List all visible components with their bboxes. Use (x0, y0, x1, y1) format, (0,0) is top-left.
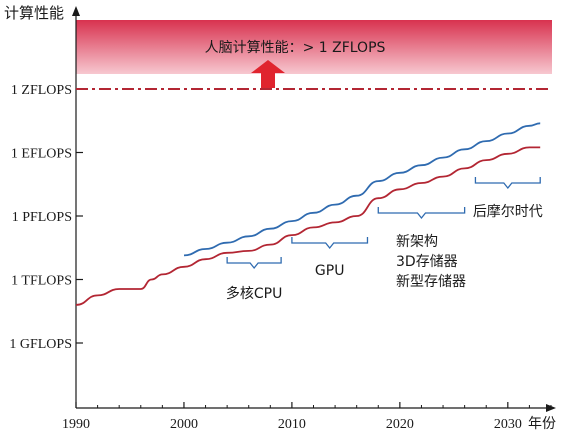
annotation-label: 3D存储器 (396, 254, 458, 270)
annotation-bracket (291, 237, 369, 250)
y-tick-label: 1 PFLOPS (12, 210, 72, 225)
x-tick-label: 2020 (386, 417, 414, 432)
annotation-label: 多核CPU (226, 285, 282, 302)
x-tick-label: 2030 (494, 417, 522, 432)
annotation-label: 新型存储器 (396, 274, 466, 290)
annotation-label: GPU (315, 263, 345, 279)
y-axis-arrow-icon (72, 6, 80, 16)
brain-performance-band (76, 20, 552, 74)
annotation-bracket (226, 257, 282, 270)
brain-arrow-icon (251, 60, 285, 88)
x-tick-label: 2010 (278, 417, 306, 432)
x-tick-label: 2000 (170, 417, 198, 432)
y-tick-label: 1 GFLOPS (9, 337, 72, 352)
annotation-bracket (474, 177, 541, 190)
series-line-blue (183, 122, 541, 257)
series-line-red (75, 146, 541, 306)
annotation-label: 新架构 (396, 234, 438, 250)
annotation-label: 后摩尔时代 (473, 203, 543, 220)
brain-performance-label: 人脑计算性能：> 1 ZFLOPS (205, 40, 386, 56)
y-axis-title: 计算性能 (4, 4, 64, 22)
x-tick-label: 1990 (62, 417, 90, 432)
y-tick-label: 1 ZFLOPS (11, 83, 72, 98)
x-axis-title: 年份 (528, 416, 556, 432)
y-tick-label: 1 TFLOPS (11, 274, 72, 289)
y-tick-label: 1 EFLOPS (11, 147, 72, 162)
annotation-bracket (377, 207, 466, 220)
